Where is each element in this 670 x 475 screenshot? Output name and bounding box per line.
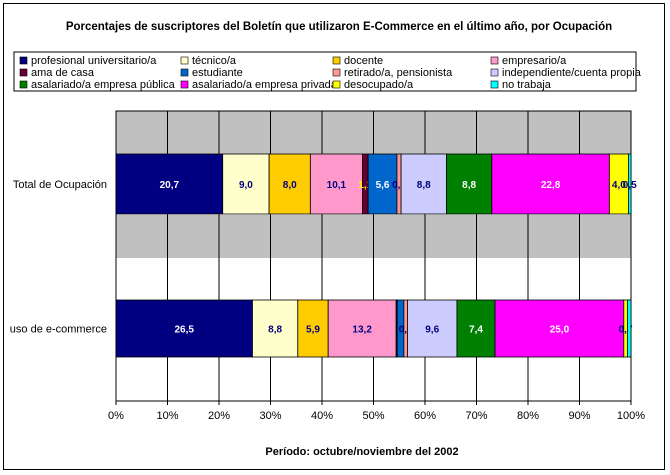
legend-label-desocupado-a: desocupado/a — [344, 79, 414, 91]
data-label-uso-de-e-commerce-asalariado-a-empresa-publica: 7,4 — [469, 325, 483, 336]
legend-label-docente: docente — [344, 55, 383, 67]
x-tick-label-8: 80% — [517, 410, 539, 422]
bar-segment-total-de-ocupacion-no-trabaja — [628, 153, 632, 215]
bar-segment-total-de-ocupacion-asalariado-a-empresa-publica — [446, 153, 493, 215]
x-tick-label-1: 10% — [156, 410, 178, 422]
x-tick-label-3: 30% — [259, 410, 281, 422]
bar-segment-uso-de-e-commerce-profesional-universitario-a — [115, 299, 253, 358]
legend-swatch-asalariado-a-empresa-publica — [19, 80, 28, 89]
data-label-total-de-ocupacion-estudiante: 5,6 — [376, 180, 390, 191]
data-label-total-de-ocupacion-docente: 8,0 — [283, 180, 297, 191]
legend-swatch-estudiante — [180, 68, 189, 77]
legend-label-profesional-universitario-a: profesional universitario/a — [31, 55, 157, 67]
legend-swatch-asalariado-a-empresa-privada — [180, 80, 189, 89]
x-tick-label-9: 90% — [568, 410, 590, 422]
data-label-uso-de-e-commerce-independiente-cuenta-propia: 9,6 — [425, 325, 439, 336]
legend-label-asalariado-a-empresa-publica: asalariado/a empresa pública — [31, 79, 176, 91]
legend-label-tecnico-a: técnico/a — [192, 55, 237, 67]
data-label-uso-de-e-commerce-asalariado-a-empresa-privada: 25,0 — [550, 325, 570, 336]
chart-footer: Período: octubre/noviembre del 2002 — [265, 446, 458, 458]
bar-segment-total-de-ocupacion-docente — [268, 153, 311, 215]
legend-label-estudiante: estudiante — [192, 67, 243, 79]
bar-segment-total-de-ocupacion-estudiante — [367, 153, 398, 215]
data-label-uso-de-e-commerce-desocupado-a: 0,7 — [619, 325, 633, 336]
legend-label-independiente-cuenta-propia: independiente/cuenta propia — [502, 67, 642, 79]
chart-title: Porcentajes de suscriptores del Boletín … — [65, 21, 613, 33]
legend-swatch-profesional-universitario-a — [19, 56, 28, 65]
data-label-total-de-ocupacion-independiente-cuenta-propia: 8,8 — [417, 180, 431, 191]
x-tick-label-2: 20% — [208, 410, 230, 422]
data-label-total-de-ocupacion-empresario-a: 10,1 — [327, 180, 347, 191]
legend-swatch-no-trabaja — [490, 80, 499, 89]
data-label-uso-de-e-commerce-tecnico-a: 8,8 — [268, 325, 282, 336]
legend-swatch-independiente-cuenta-propia — [490, 68, 499, 77]
legend-label-asalariado-a-empresa-privada: asalariado/a empresa privada — [192, 79, 338, 91]
data-label-uso-de-e-commerce-empresario-a: 13,2 — [352, 325, 372, 336]
x-tick-label-4: 40% — [311, 410, 333, 422]
legend: profesional universitario/a técnico/a doce… — [13, 51, 642, 92]
bar-segment-uso-de-e-commerce-no-trabaja — [626, 299, 632, 358]
legend-swatch-docente — [332, 56, 341, 65]
legend-box — [13, 51, 637, 92]
legend-label-ama-de-casa: ama de casa — [31, 67, 95, 79]
bar-segment-total-de-ocupacion-profesional-universitario-a — [115, 153, 224, 215]
legend-label-retirado-a-pensionista: retirado/a, pensionista — [344, 67, 453, 79]
data-label-total-de-ocupacion-asalariado-a-empresa-privada: 22,8 — [541, 180, 561, 191]
legend-swatch-empresario-a — [490, 56, 499, 65]
bar-segment-uso-de-e-commerce-asalariado-a-empresa-publica — [456, 299, 496, 358]
category-label-total-de-ocupacion: Total de Ocupación — [13, 179, 107, 191]
bar-segment-total-de-ocupacion-empresario-a — [309, 153, 363, 215]
data-label-total-de-ocupacion-desocupado-a: 4,0 — [612, 180, 626, 191]
legend-swatch-desocupado-a — [332, 80, 341, 89]
legend-label-no-trabaja: no trabaja — [502, 79, 552, 91]
data-label-total-de-ocupacion-asalariado-a-empresa-publica: 8,8 — [462, 180, 476, 191]
data-label-uso-de-e-commerce-profesional-universitario-a: 26,5 — [175, 325, 195, 336]
data-label-total-de-ocupacion-profesional-universitario-a: 20,7 — [160, 180, 180, 191]
bar-segment-total-de-ocupacion-asalariado-a-empresa-privada — [491, 153, 610, 215]
bar-segment-uso-de-e-commerce-independiente-cuenta-propia — [407, 299, 458, 358]
data-label-uso-de-e-commerce-retirado-a-pensionista: 0,7 — [399, 325, 413, 336]
data-label-total-de-ocupacion-ama-de-casa: 1,1 — [358, 180, 372, 191]
bar-segment-total-de-ocupacion-independiente-cuenta-propia — [400, 153, 447, 215]
bar-segment-uso-de-e-commerce-empresario-a — [327, 299, 397, 358]
bar-segment-uso-de-e-commerce-docente — [297, 299, 329, 358]
data-label-total-de-ocupacion-no-trabaja: 0,5 — [623, 180, 637, 191]
x-tick-label-7: 70% — [465, 410, 487, 422]
plot-area: 20,7 9,0 8,0 10,1 1,1 5,6 0,8 8,8 8,8 22,8 4,00,5 T… — [10, 110, 637, 402]
legend-swatch-ama-de-casa — [19, 68, 28, 77]
legend-swatch-tecnico-a — [180, 56, 189, 65]
legend-label-empresario-a: empresario/a — [502, 55, 567, 67]
x-tick-label-0: 0% — [108, 410, 124, 422]
bar-segment-uso-de-e-commerce-tecnico-a — [252, 299, 299, 358]
data-label-uso-de-e-commerce-docente: 5,9 — [306, 325, 320, 336]
legend-swatch-retirado-a-pensionista — [332, 68, 341, 77]
data-label-total-de-ocupacion-tecnico-a: 9,0 — [239, 180, 253, 191]
data-label-total-de-ocupacion-retirado-a-pensionista: 0,8 — [392, 180, 406, 191]
x-axis: 0% 10% 20% 30% 40% 50% 60% 70% 80% 90% 100% — [108, 401, 645, 422]
bar-segment-total-de-ocupacion-tecnico-a — [222, 153, 270, 215]
category-label-uso-de-e-commerce: uso de e-commerce — [10, 324, 107, 336]
x-tick-label-6: 60% — [414, 410, 436, 422]
x-tick-label-5: 50% — [362, 410, 384, 422]
x-tick-label-10: 100% — [617, 410, 645, 422]
